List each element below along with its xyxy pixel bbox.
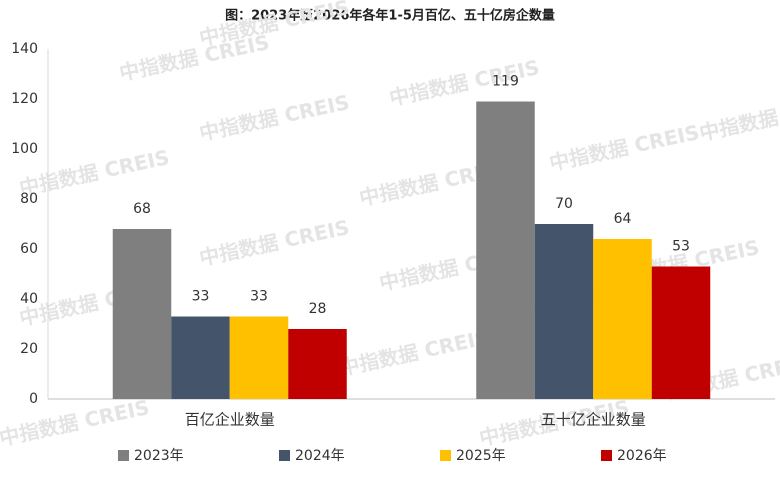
x-tick-label: 百亿企业数量: [185, 411, 275, 429]
bar: [171, 316, 230, 399]
y-tick-label: 100: [11, 141, 38, 157]
data-label: 53: [672, 239, 690, 255]
y-tick-label: 80: [20, 191, 38, 207]
legend-label: 2024年: [295, 448, 345, 464]
watermark: 中指数据 CREIS: [197, 215, 351, 270]
watermark: 中指数据 CREIS: [337, 325, 491, 380]
watermark: 中指数据 CREIS: [697, 90, 780, 145]
watermark: 中指数据 CREIS: [17, 145, 171, 200]
legend-swatch: [440, 450, 451, 461]
watermark: 中指数据 CREIS: [117, 30, 271, 85]
bar: [288, 329, 347, 399]
data-label: 68: [133, 201, 151, 217]
data-label: 70: [555, 196, 573, 212]
legend-swatch: [601, 450, 612, 461]
legend-swatch: [118, 450, 129, 461]
y-tick-label: 60: [20, 241, 38, 257]
bar: [476, 101, 535, 399]
y-tick-label: 20: [20, 341, 38, 357]
data-label: 33: [250, 289, 268, 305]
data-label: 64: [614, 211, 632, 227]
y-tick-label: 120: [11, 91, 38, 107]
bar: [229, 316, 289, 399]
chart-title: 图：2023年至2026年各年1-5月百亿、五十亿房企数量: [225, 8, 555, 24]
legend-label: 2026年: [617, 448, 667, 464]
watermark: 中指数据 CREIS: [197, 90, 351, 145]
bar: [112, 229, 172, 399]
bar: [651, 266, 711, 399]
y-tick-label: 0: [29, 391, 38, 407]
y-tick-label: 140: [11, 41, 38, 57]
legend-label: 2023年: [134, 448, 184, 464]
legend-label: 2025年: [456, 448, 506, 464]
data-label: 33: [192, 289, 210, 305]
data-label: 119: [492, 74, 519, 90]
watermark: 中指数据 CREIS: [0, 395, 151, 450]
x-tick-label: 五十亿企业数量: [541, 411, 646, 429]
data-label: 28: [309, 301, 327, 317]
watermark: 中指数据 CREIS: [547, 120, 701, 175]
legend-swatch: [279, 450, 290, 461]
bar: [593, 239, 652, 399]
y-tick-label: 40: [20, 291, 38, 307]
bar: [534, 224, 594, 399]
